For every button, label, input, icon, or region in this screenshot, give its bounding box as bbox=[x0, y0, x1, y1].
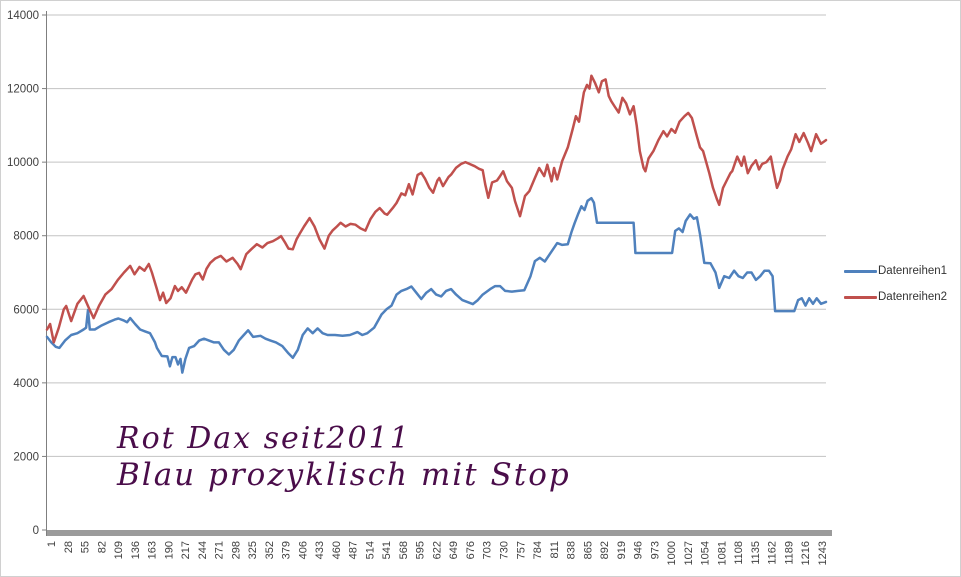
y-axis-tick-label: 6000 bbox=[13, 304, 39, 316]
legend-label-datenreihen2: Datenreihen2 bbox=[878, 291, 948, 303]
legend-label-datenreihen1: Datenreihen1 bbox=[878, 265, 948, 277]
series-line-datenreihen2[interactable] bbox=[45, 74, 828, 344]
legend: Datenreihen1 Datenreihen2 bbox=[844, 264, 960, 316]
x-axis-tick-label: 298 bbox=[230, 541, 242, 559]
x-axis-tick-label: 217 bbox=[180, 541, 192, 559]
x-axis-tick-label: 892 bbox=[599, 541, 611, 559]
x-axis-line bbox=[47, 530, 832, 536]
x-axis-tick-label: 757 bbox=[515, 541, 527, 559]
y-axis-tick-label: 14000 bbox=[7, 10, 39, 22]
x-axis-tick-label: 271 bbox=[214, 541, 226, 559]
x-axis-tick-label: 1216 bbox=[800, 541, 812, 565]
x-axis-tick-label: 973 bbox=[649, 541, 661, 559]
x-axis-tick-label: 325 bbox=[247, 541, 259, 559]
x-axis-tick-label: 1 bbox=[46, 541, 58, 547]
x-axis-tick-label: 1162 bbox=[767, 541, 779, 565]
x-axis-tick-label: 568 bbox=[398, 541, 410, 559]
y-axis-tick-label: 4000 bbox=[13, 378, 39, 390]
x-axis-tick-label: 622 bbox=[431, 541, 443, 559]
x-axis-tick-label: 865 bbox=[582, 541, 594, 559]
x-axis-tick-label: 190 bbox=[163, 541, 175, 559]
legend-item-datenreihen2[interactable]: Datenreihen2 bbox=[844, 290, 960, 304]
x-axis-tick-label: 595 bbox=[415, 541, 427, 559]
x-axis-tick-label: 379 bbox=[281, 541, 293, 559]
x-axis-tick-label: 487 bbox=[348, 541, 360, 559]
x-axis-tick-label: 1000 bbox=[666, 541, 678, 565]
x-axis-tick-label: 649 bbox=[448, 541, 460, 559]
x-axis-tick-label: 244 bbox=[197, 541, 209, 559]
x-axis-tick-label: 541 bbox=[381, 541, 393, 559]
x-axis-tick-label: 406 bbox=[297, 541, 309, 559]
x-axis-tick-label: 1135 bbox=[750, 541, 762, 565]
x-axis-tick-label: 946 bbox=[633, 541, 645, 559]
x-axis-tick-label: 109 bbox=[113, 541, 125, 559]
y-axis-labels: 0 2000 4000 6000 8000 10000 12000 14000 bbox=[7, 10, 47, 537]
gridlines bbox=[47, 14, 826, 457]
x-axis-tick-label: 352 bbox=[264, 541, 276, 559]
x-axis-tick-label: 1243 bbox=[817, 541, 829, 565]
x-axis-tick-label: 1027 bbox=[683, 541, 695, 565]
x-axis-tick-label: 1189 bbox=[783, 541, 795, 565]
y-axis-tick-label: 10000 bbox=[7, 157, 39, 169]
annotation-text-line2: Blau prozyklisch mit Stop bbox=[117, 457, 571, 493]
x-axis-tick-label: 919 bbox=[616, 541, 628, 559]
x-axis-tick-label: 460 bbox=[331, 541, 343, 559]
x-axis-tick-label: 730 bbox=[499, 541, 511, 559]
x-axis-tick-label: 514 bbox=[364, 541, 376, 559]
legend-swatch-datenreihen1 bbox=[844, 269, 877, 273]
x-axis-tick-label: 784 bbox=[532, 541, 544, 559]
x-axis-tick-label: 703 bbox=[482, 541, 494, 559]
x-axis-tick-label: 1081 bbox=[716, 541, 728, 565]
plot-area[interactable] bbox=[47, 15, 826, 530]
y-axis-tick-label: 0 bbox=[33, 525, 39, 537]
x-axis-tick-label: 163 bbox=[147, 541, 159, 559]
x-axis-tick-label: 838 bbox=[566, 541, 578, 559]
legend-swatch-datenreihen2 bbox=[844, 295, 877, 299]
chart-annotation: Rot Dax seit2011 Blau prozyklisch mit St… bbox=[117, 422, 571, 492]
y-axis-tick-label: 12000 bbox=[7, 84, 39, 96]
x-axis-tick-label: 811 bbox=[549, 541, 561, 559]
x-axis-tick-label: 55 bbox=[80, 541, 92, 553]
y-axis-tick-label: 8000 bbox=[13, 231, 39, 243]
y-axis-tick-label: 2000 bbox=[13, 451, 39, 463]
x-axis-tick-label: 136 bbox=[130, 541, 142, 559]
x-axis-tick-label: 1054 bbox=[700, 541, 712, 565]
x-axis-labels: 1 28 55 82 109 136 163 190 217 244 271 298 325 352 379… bbox=[46, 541, 829, 565]
series-line-datenreihen1[interactable] bbox=[45, 196, 828, 374]
x-axis-tick-label: 1108 bbox=[733, 541, 745, 565]
annotation-text-line1: Rot Dax seit2011 bbox=[117, 421, 411, 456]
legend-item-datenreihen1[interactable]: Datenreihen1 bbox=[844, 264, 960, 278]
x-axis-tick-label: 28 bbox=[63, 541, 75, 553]
x-axis-tick-label: 433 bbox=[314, 541, 326, 559]
x-axis-tick-label: 676 bbox=[465, 541, 477, 559]
x-axis-tick-label: 82 bbox=[96, 541, 108, 553]
